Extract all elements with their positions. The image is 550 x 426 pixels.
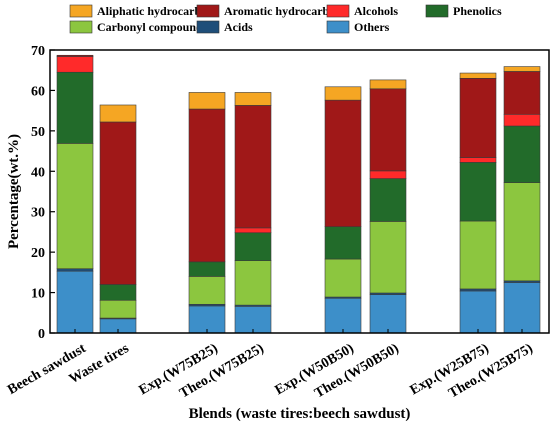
bar-segment-aromatic-hydrocarbons <box>188 108 226 263</box>
legend-swatch <box>69 20 93 34</box>
bar-segment-phenolics <box>459 162 497 222</box>
legend-item: Aromatic hydrocarbons <box>196 4 347 18</box>
legend-label: Carbonyl compounds <box>97 20 208 34</box>
bar-segment-carbonyl-compounds <box>324 258 362 298</box>
y-tick-label: 10 <box>31 287 45 302</box>
y-tick-label: 0 <box>38 327 45 342</box>
bar-segment-aliphatic-hydrocarbons <box>99 104 137 123</box>
legend-item: Aliphatic hydrocarbons <box>69 4 219 18</box>
y-tick-label: 70 <box>31 44 45 59</box>
legend-item: Phenolics <box>425 4 502 18</box>
bar-segment-others <box>234 306 272 334</box>
bar-segment-alcohols <box>459 157 497 163</box>
bar-segment-phenolics <box>369 178 407 222</box>
bar-segment-alcohols <box>369 170 407 179</box>
legend-swatch <box>196 4 220 18</box>
legend-label: Phenolics <box>453 4 502 18</box>
bars-layer <box>56 54 541 334</box>
legend: Aliphatic hydrocarbons Aromatic hydrocarb… <box>62 2 538 36</box>
bar-segment-aliphatic-hydrocarbons <box>188 92 226 110</box>
legend-label: Acids <box>224 20 253 34</box>
bar-segment-alcohols <box>503 113 541 127</box>
legend-box <box>62 2 538 36</box>
legend-swatch <box>326 20 350 34</box>
bar-segment-acids <box>56 268 94 272</box>
bar-segment-phenolics <box>503 125 541 183</box>
bar-segment-carbonyl-compounds <box>56 143 94 270</box>
y-tick-label: 30 <box>31 206 45 221</box>
bar-segment-aliphatic-hydrocarbons <box>459 72 497 79</box>
bar-segment-aromatic-hydrocarbons <box>234 105 272 229</box>
bar-segment-others <box>369 294 407 334</box>
legend-swatch <box>425 4 449 18</box>
bar-segment-others <box>324 297 362 334</box>
y-axis: 0 10 20 30 40 50 60 70 <box>31 44 55 342</box>
legend-item: Carbonyl compounds <box>69 20 208 34</box>
y-axis-title: Percentage(wt.%) <box>6 134 22 249</box>
legend-label: Aliphatic hydrocarbons <box>97 4 219 18</box>
bar-segment-phenolics <box>56 71 94 144</box>
bar-segment-others <box>188 305 226 334</box>
bar-segment-others <box>459 290 497 334</box>
legend-item: Alcohols <box>326 4 398 18</box>
x-axis-title: Blends (waste tires:beech sawdust) <box>189 406 411 422</box>
bar-segment-carbonyl-compounds <box>369 221 407 294</box>
y-tick-label: 20 <box>31 246 45 261</box>
bar-segment-acids <box>459 288 497 292</box>
bar-segment-phenolics <box>188 261 226 277</box>
bar-segment-aromatic-hydrocarbons <box>324 99 362 227</box>
bar-segment-aromatic-hydrocarbons <box>56 54 94 57</box>
bar-segment-aromatic-hydrocarbons <box>369 88 407 172</box>
bar-segment-carbonyl-compounds <box>99 299 137 319</box>
bar-segment-aromatic-hydrocarbons <box>503 71 541 115</box>
legend-swatch <box>326 4 350 18</box>
bar-segment-aromatic-hydrocarbons <box>459 78 497 158</box>
bar-segment-aliphatic-hydrocarbons <box>369 79 407 90</box>
bar-segment-others <box>503 282 541 334</box>
bar-segment-others <box>56 270 94 334</box>
bar-segment-alcohols <box>56 56 94 73</box>
bar-segment-carbonyl-compounds <box>459 220 497 290</box>
legend-item: Acids <box>196 20 253 34</box>
bar-segment-alcohols <box>234 227 272 234</box>
bar-segment-aromatic-hydrocarbons <box>99 121 137 285</box>
legend-swatch <box>196 20 220 34</box>
bar-segment-aliphatic-hydrocarbons <box>324 86 362 101</box>
bar-segment-carbonyl-compounds <box>188 276 226 305</box>
bar-segment-carbonyl-compounds <box>503 182 541 282</box>
y-tick-label: 40 <box>31 165 45 180</box>
bar-segment-phenolics <box>234 232 272 261</box>
bar-segment-aliphatic-hydrocarbons <box>234 92 272 106</box>
plot-frame <box>49 49 550 334</box>
bar-segment-carbonyl-compounds <box>234 260 272 306</box>
legend-item: Others <box>326 20 390 34</box>
legend-label: Aromatic hydrocarbons <box>224 4 347 18</box>
legend-swatch <box>69 4 93 18</box>
y-tick-label: 50 <box>31 125 45 140</box>
bar-segment-phenolics <box>324 226 362 260</box>
legend-label: Others <box>354 20 390 34</box>
y-tick-label: 60 <box>31 84 45 99</box>
bar-segment-phenolics <box>99 284 137 301</box>
legend-label: Alcohols <box>354 4 398 18</box>
bar-segment-aliphatic-hydrocarbons <box>503 66 541 72</box>
